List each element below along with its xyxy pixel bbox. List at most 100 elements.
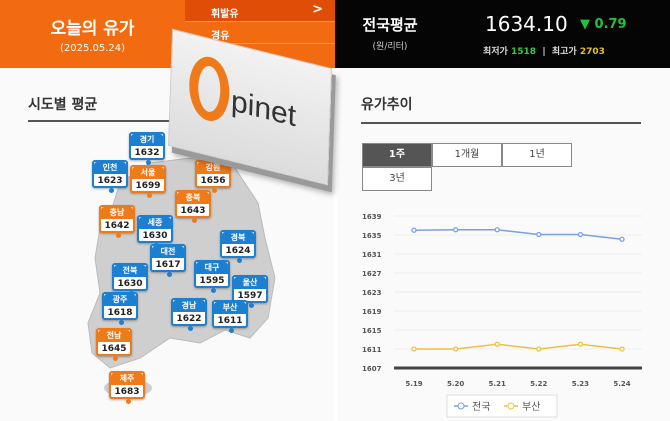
region-marker[interactable]: 강원 1656 [195,160,231,193]
region-dot [192,218,197,223]
region-price: 1683 [114,387,140,397]
region-marker[interactable]: 충북 1643 [175,190,211,223]
data-point [411,227,417,233]
national-average-box: 전국평균 (원/리터) 1634.10 ▼ 0.79 최저가 1518 | 최고가… [335,0,670,68]
region-name: 전북 [114,265,146,277]
max-value: 2703 [579,47,605,57]
data-point [411,346,417,352]
region-marker[interactable]: 광주 1618 [102,292,138,325]
region-price: 1630 [117,279,143,289]
region-name: 광주 [104,294,136,306]
region-dot [188,326,193,331]
region-marker[interactable]: 충남 1642 [99,205,135,238]
region-name: 경북 [222,232,254,244]
x-tick-label: 5.20 [447,380,464,388]
y-tick-label: 1623 [362,289,382,297]
data-point [452,227,459,233]
region-marker[interactable]: 제주 1683 [109,371,145,404]
region-marker[interactable]: 대전 1617 [150,244,186,277]
data-point [536,231,542,238]
region-dot [109,188,114,193]
fuel-label: 휘발유 [211,9,239,20]
y-tick-label: 1615 [362,327,382,335]
region-name: 강원 [197,162,229,174]
region-price: 1699 [135,181,161,191]
region-dot [146,160,151,165]
region-price: 1656 [200,176,226,186]
fuel-menu-gasoline[interactable]: 휘발유 > [185,0,335,22]
region-name: 충북 [177,192,209,204]
region-price: 1643 [180,206,206,216]
region-marker[interactable]: 전북 1630 [112,263,148,296]
region-dot [147,193,152,198]
y-tick-label: 1635 [362,232,382,240]
region-price: 1630 [142,231,168,241]
series-line-전국 [413,229,623,241]
y-tick-label: 1627 [362,270,382,278]
data-point [452,346,459,352]
trend-panel: 유가추이 [337,68,670,421]
region-name: 대전 [152,246,184,258]
data-point [536,346,542,352]
region-price: 1642 [104,221,130,231]
region-marker[interactable]: 울산 1597 [232,275,268,308]
x-tick-label: 5.23 [572,380,589,388]
region-marker[interactable]: 인천 1623 [92,160,128,193]
region-dot [212,188,217,193]
region-marker[interactable]: 전남 1645 [96,328,132,361]
region-price: 1595 [199,276,225,286]
region-name: 대구 [196,262,228,274]
region-marker[interactable]: 부산 1611 [212,300,248,333]
fuel-menu-diesel[interactable]: 경유 [185,22,335,44]
region-marker[interactable]: 서울 1699 [130,165,166,198]
region-name: 인천 [94,162,126,174]
data-point [577,231,584,238]
region-name: 경남 [173,300,205,312]
tab-1week[interactable]: 1주 [362,143,432,167]
legend-label: 부산 [522,401,540,413]
x-tick-label: 5.24 [613,380,630,388]
data-point [619,346,625,352]
region-marker[interactable]: 경기 1632 [129,132,165,165]
today-title: 오늘의 유가 [50,19,135,39]
region-price: 1617 [155,260,181,270]
min-label: 최저가 [483,47,508,57]
tab-1month[interactable]: 1개월 [432,143,502,167]
data-point [619,236,625,242]
national-avg-price: 1634.10 [485,12,568,36]
region-dot [119,320,124,325]
legend-label: 전국 [472,401,490,413]
legend-box [446,394,558,418]
region-price: 1618 [107,308,133,318]
region-price: 1623 [97,176,123,186]
region-marker[interactable]: 세종 1630 [137,215,173,248]
series-line-부산 [414,343,623,350]
x-tick-label: 5.21 [489,380,506,388]
region-name: 전남 [98,330,130,342]
region-dot [113,356,118,361]
region-marker[interactable]: 대구 1595 [194,260,230,293]
region-dot [116,233,121,238]
y-tick-label: 1631 [362,251,382,259]
data-point [577,341,584,347]
y-tick-label: 1611 [362,346,382,354]
tab-3year[interactable]: 3년 [362,167,432,191]
data-point [494,341,500,347]
region-name: 울산 [234,277,266,289]
region-marker[interactable]: 경남 1622 [171,298,207,331]
region-price: 1645 [101,344,127,354]
region-name: 서울 [132,167,164,179]
national-avg-label: 전국평균 [362,16,418,34]
region-dot [229,328,234,333]
region-marker[interactable]: 경북 1624 [220,230,256,263]
min-value: 1518 [510,47,537,57]
min-max: 최저가 1518 | 최고가 2703 [483,47,605,57]
region-name: 경기 [131,134,163,146]
price-change: ▼ 0.79 [580,17,627,32]
region-name: 부산 [214,302,246,314]
data-point [494,227,500,233]
region-name: 충남 [101,207,133,219]
today-price-box: 오늘의 유가 (2025.05.24) [0,0,185,68]
region-dot [249,303,254,308]
tab-1year[interactable]: 1년 [502,143,572,167]
